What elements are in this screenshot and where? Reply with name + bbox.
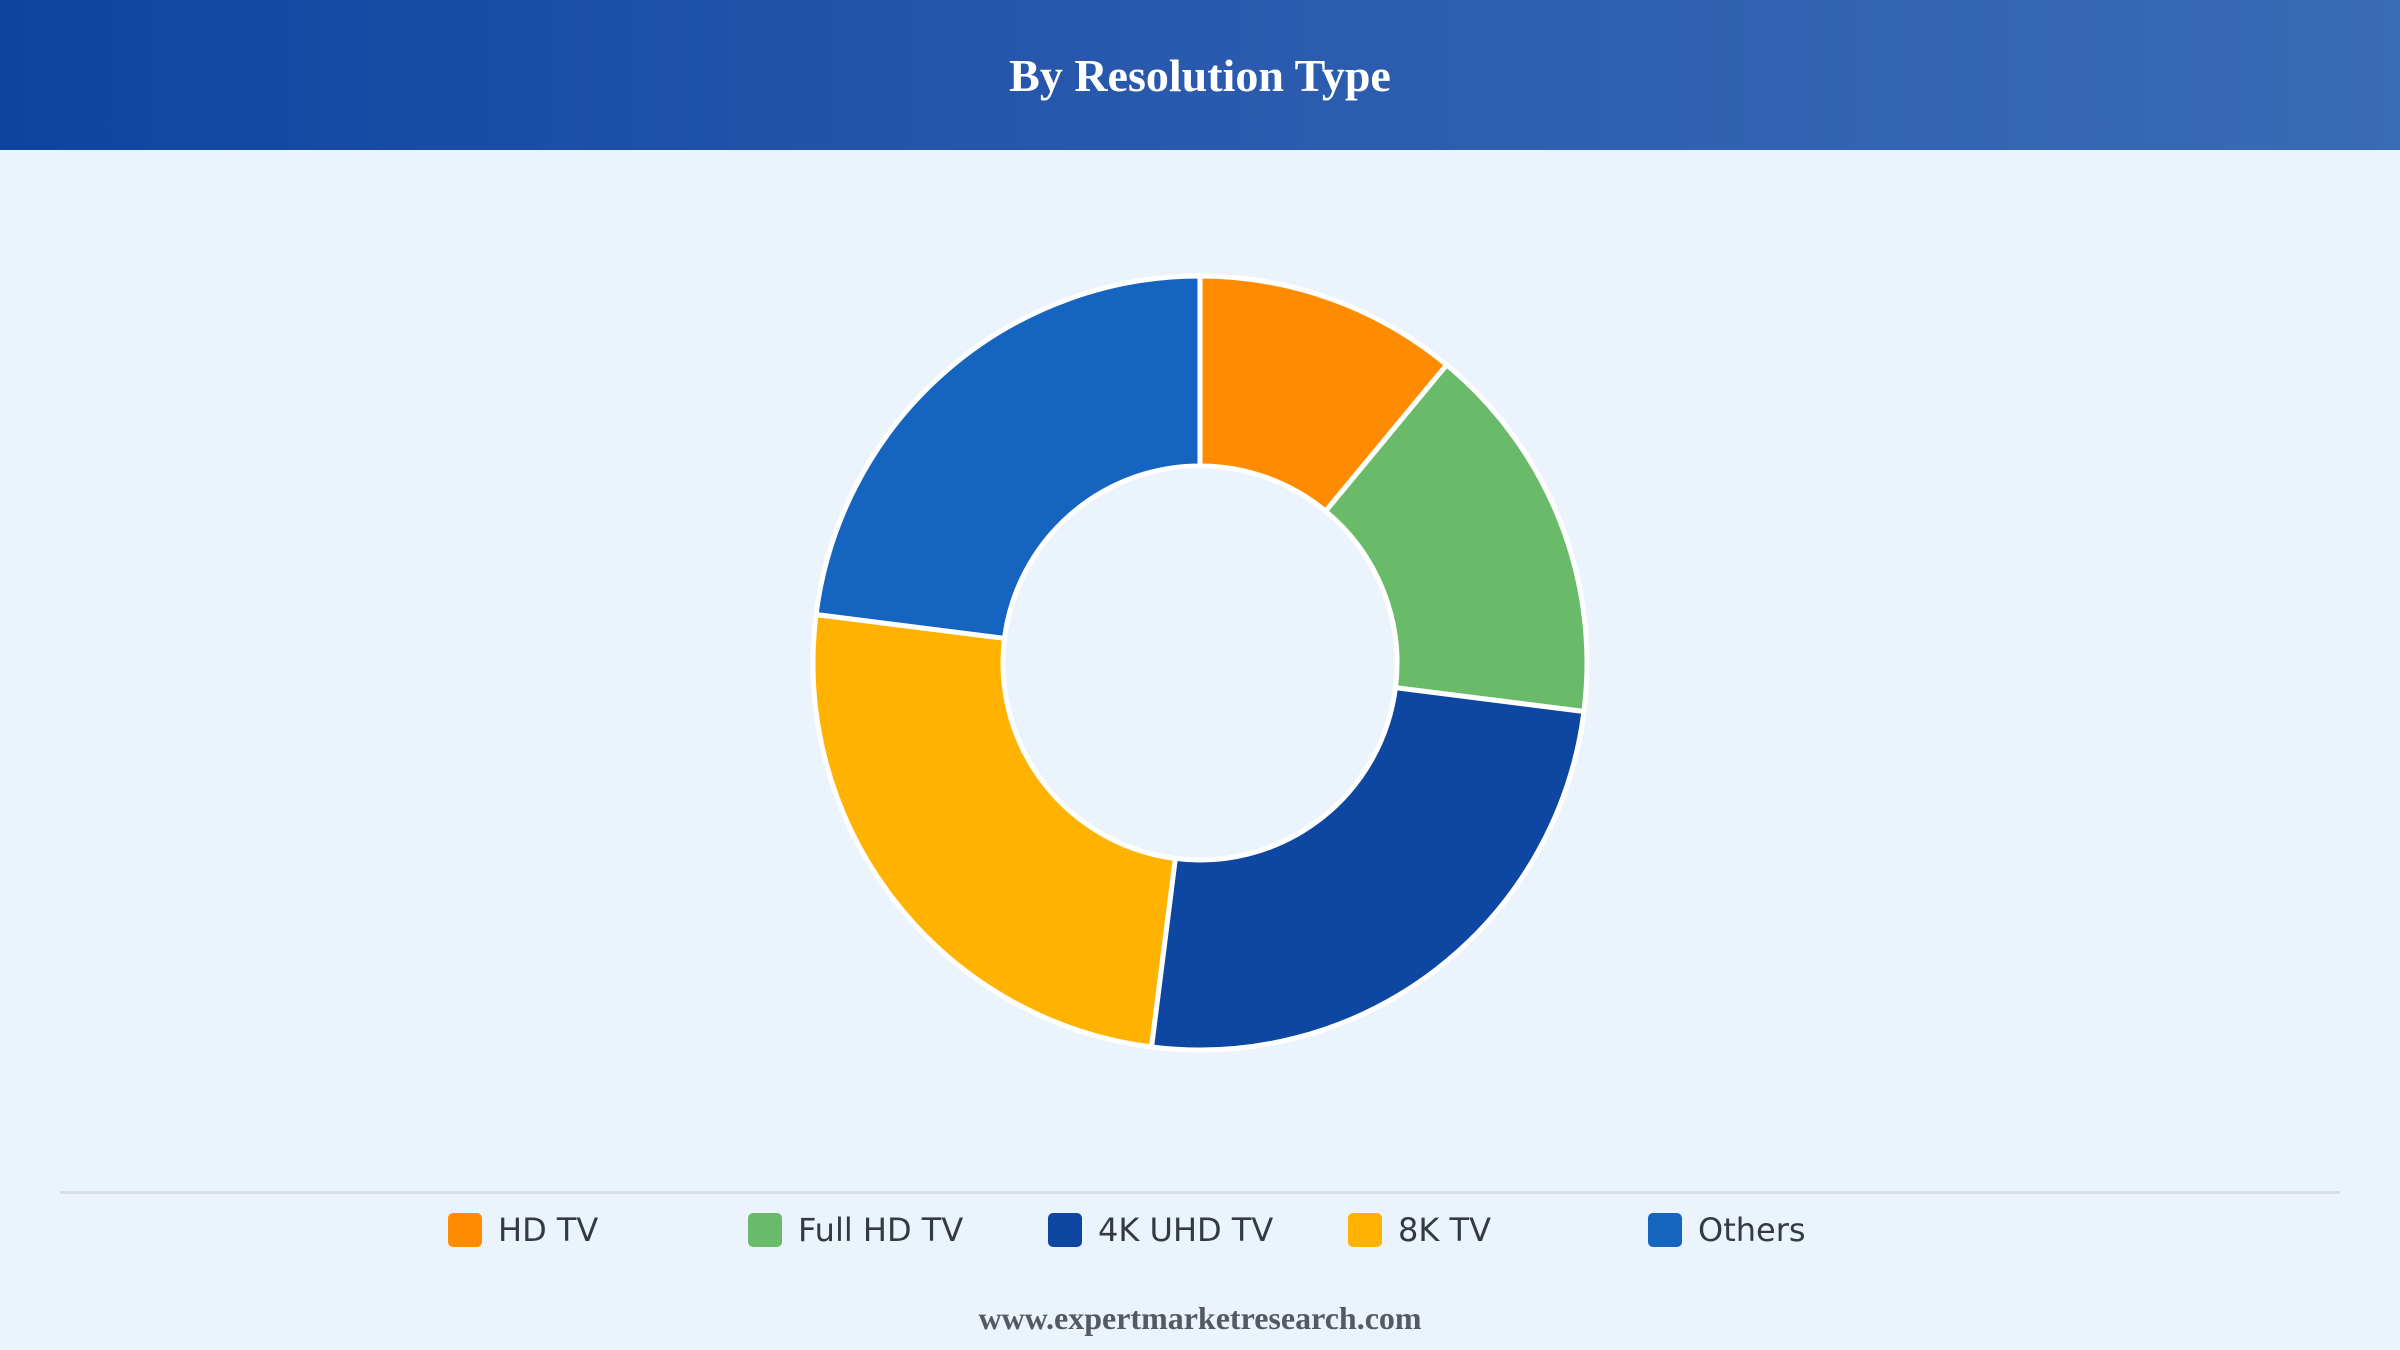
slice-8k-tv[interactable] (810, 611, 1178, 1050)
legend-item-4k-uhd-tv[interactable]: 4K UHD TV (1048, 1206, 1273, 1254)
legend-item-others[interactable]: Others (1648, 1206, 1806, 1254)
source-footer: www.expertmarketresearch.com (978, 1300, 1422, 1336)
legend-swatch (1348, 1213, 1382, 1247)
legend-item-full-hd-tv[interactable]: Full HD TV (748, 1206, 963, 1254)
legend-swatch (448, 1213, 482, 1247)
legend-swatch (1648, 1213, 1682, 1247)
legend-item-hd-tv[interactable]: HD TV (448, 1206, 598, 1254)
donut-chart (810, 273, 1590, 1053)
legend-swatch (748, 1213, 782, 1247)
slice-others[interactable] (813, 273, 1203, 641)
legend-label: Others (1698, 1211, 1806, 1249)
legend-label: HD TV (498, 1211, 599, 1249)
legend-item-8k-tv[interactable]: 8K TV (1348, 1206, 1491, 1254)
chart-title: By Resolution Type (1009, 49, 1391, 101)
legend-label: 8K TV (1398, 1211, 1491, 1249)
legend-swatch (1048, 1213, 1082, 1247)
slice-full-hd-tv[interactable] (1323, 362, 1590, 715)
slice-hd-tv[interactable] (1197, 273, 1450, 514)
chart-legend: HD TV Full HD TV 4K UHD TV 8K TV Others (0, 1206, 2400, 1254)
legend-label: 4K UHD TV (1098, 1211, 1274, 1249)
legend-divider (60, 1191, 2340, 1194)
legend-label: Full HD TV (798, 1211, 964, 1249)
slice-4k-uhd-tv[interactable] (1149, 685, 1587, 1053)
header-banner: By Resolution Type (0, 0, 2400, 150)
chart-area (0, 150, 2400, 1190)
